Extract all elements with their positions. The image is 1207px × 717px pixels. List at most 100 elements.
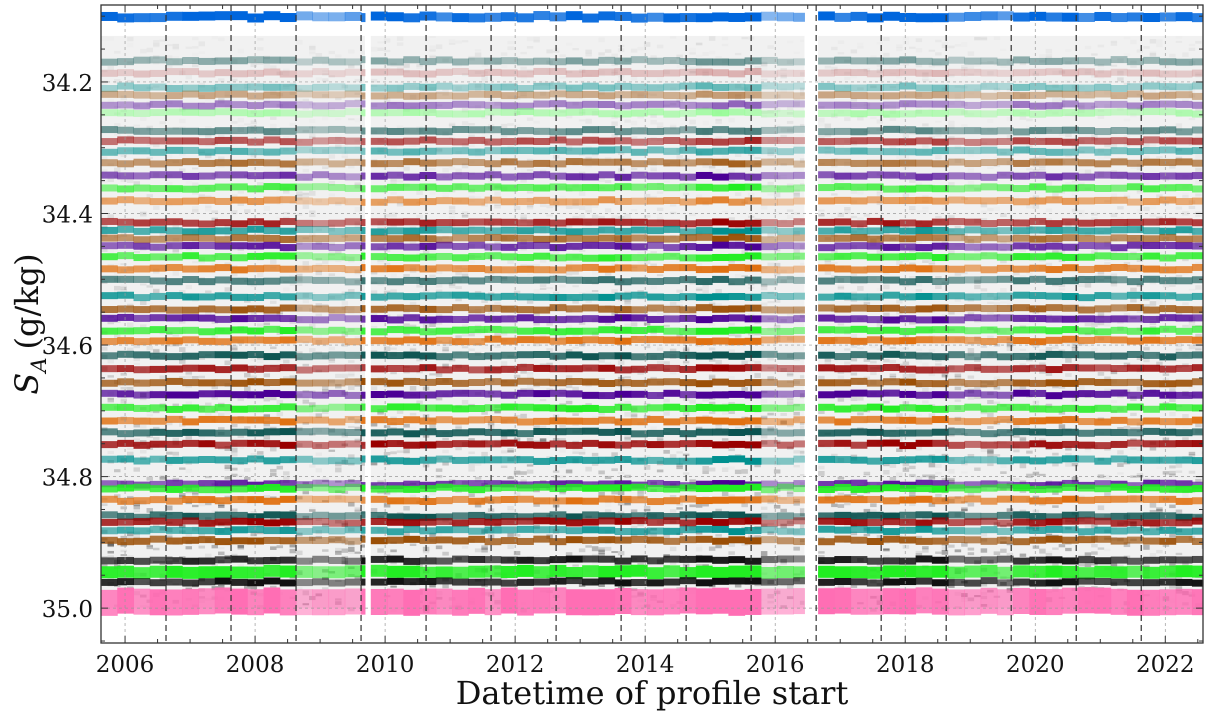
noise-mark bbox=[948, 124, 955, 130]
noise-mark bbox=[192, 493, 199, 498]
noise-mark bbox=[322, 94, 329, 98]
noise-mark bbox=[883, 541, 890, 545]
noise-mark bbox=[127, 322, 134, 327]
noise-mark bbox=[186, 469, 193, 473]
noise-mark bbox=[643, 464, 651, 470]
noise-mark bbox=[1104, 475, 1111, 479]
noise-mark bbox=[526, 45, 534, 49]
noise-mark bbox=[824, 133, 832, 138]
noise-mark bbox=[348, 118, 355, 121]
noise-mark bbox=[980, 288, 988, 292]
noise-mark bbox=[1006, 587, 1014, 591]
noise-mark bbox=[954, 272, 962, 276]
noise-mark bbox=[889, 476, 897, 481]
noise-mark bbox=[786, 529, 794, 534]
noise-mark bbox=[728, 349, 735, 355]
noise-mark bbox=[831, 262, 838, 264]
noise-mark bbox=[780, 561, 787, 566]
noise-mark bbox=[1000, 240, 1007, 244]
noise-mark bbox=[263, 321, 271, 325]
noise-mark bbox=[348, 256, 355, 261]
noise-mark bbox=[831, 113, 838, 119]
noise-mark bbox=[780, 74, 787, 79]
noise-mark bbox=[526, 158, 534, 162]
noise-mark bbox=[754, 66, 761, 69]
noise-mark bbox=[244, 123, 251, 125]
noise-mark bbox=[1019, 438, 1027, 443]
noise-mark bbox=[1182, 52, 1189, 57]
noise-mark bbox=[429, 274, 436, 278]
noise-mark bbox=[435, 148, 443, 153]
noise-mark bbox=[348, 328, 355, 332]
noise-mark bbox=[1136, 309, 1144, 314]
noise-mark bbox=[1085, 46, 1092, 50]
noise-mark bbox=[328, 154, 336, 159]
noise-mark bbox=[403, 505, 410, 511]
noise-mark bbox=[237, 434, 245, 438]
noise-mark bbox=[1111, 400, 1118, 403]
noise-mark bbox=[1136, 166, 1144, 171]
noise-mark bbox=[455, 286, 462, 290]
noise-mark bbox=[383, 213, 391, 218]
noise-mark bbox=[565, 400, 573, 405]
noise-mark bbox=[1084, 282, 1092, 288]
noise-mark bbox=[734, 192, 742, 197]
noise-mark bbox=[198, 375, 206, 379]
noise-mark bbox=[1104, 388, 1111, 393]
noise-mark bbox=[539, 438, 547, 442]
noise-mark bbox=[211, 395, 219, 400]
noise-mark bbox=[831, 46, 838, 51]
noise-mark bbox=[624, 474, 631, 479]
noise-mark bbox=[987, 61, 994, 65]
noise-mark bbox=[818, 106, 825, 109]
noise-mark bbox=[322, 479, 329, 483]
noise-mark bbox=[302, 192, 310, 195]
noise-mark bbox=[1117, 77, 1124, 82]
noise-mark bbox=[1078, 562, 1085, 567]
noise-mark bbox=[611, 452, 618, 457]
noise-mark bbox=[708, 546, 716, 551]
noise-mark bbox=[244, 426, 251, 430]
noise-mark bbox=[974, 284, 981, 290]
noise-mark bbox=[793, 212, 800, 215]
noise-mark bbox=[494, 204, 501, 209]
noise-mark bbox=[429, 168, 436, 171]
noise-mark bbox=[107, 450, 115, 455]
noise-mark bbox=[968, 181, 975, 185]
noise-mark bbox=[1052, 562, 1059, 568]
noise-mark bbox=[468, 493, 475, 498]
noise-mark bbox=[296, 277, 303, 282]
noise-mark bbox=[728, 466, 735, 470]
noise-mark bbox=[442, 364, 449, 369]
noise-mark bbox=[341, 84, 349, 89]
noise-mark bbox=[205, 502, 212, 506]
noise-mark bbox=[559, 54, 566, 57]
noise-mark bbox=[708, 467, 716, 472]
noise-mark bbox=[250, 62, 258, 68]
noise-mark bbox=[1150, 214, 1157, 216]
noise-mark bbox=[290, 135, 297, 138]
noise-mark bbox=[630, 413, 638, 417]
noise-mark bbox=[166, 536, 173, 539]
noise-mark bbox=[403, 451, 410, 455]
noise-mark bbox=[1045, 552, 1053, 556]
noise-mark bbox=[702, 120, 709, 125]
noise-mark bbox=[754, 464, 761, 468]
noise-mark bbox=[773, 175, 781, 180]
noise-mark bbox=[468, 451, 475, 455]
noise-mark bbox=[604, 509, 612, 513]
noise-mark bbox=[1052, 98, 1059, 102]
noise-mark bbox=[1117, 217, 1124, 220]
noise-mark bbox=[741, 36, 748, 40]
noise-mark bbox=[348, 417, 355, 421]
noise-mark bbox=[1104, 492, 1111, 498]
noise-mark bbox=[133, 357, 141, 362]
noise-mark bbox=[263, 55, 271, 60]
noise-mark bbox=[728, 217, 735, 221]
noise-mark bbox=[354, 183, 362, 189]
noise-mark bbox=[844, 207, 851, 211]
noise-mark bbox=[948, 477, 955, 482]
noise-mark bbox=[257, 272, 264, 278]
noise-mark bbox=[863, 213, 871, 217]
noise-mark bbox=[449, 43, 456, 45]
